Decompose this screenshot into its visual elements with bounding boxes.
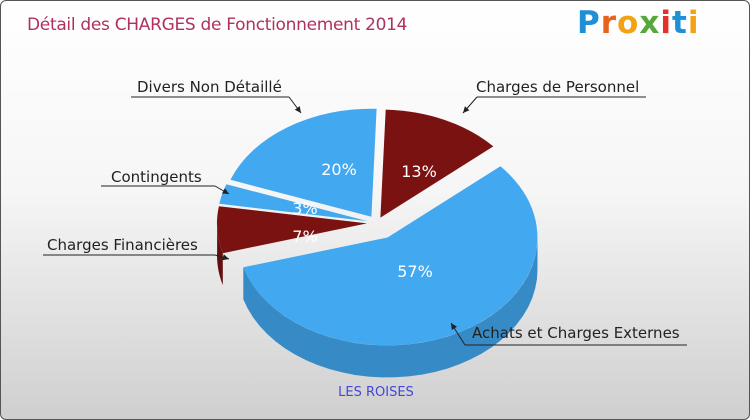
slice-label: Charges Financières: [47, 236, 198, 254]
slice-label: Contingents: [111, 168, 202, 186]
pie-value-label: 3%: [292, 199, 317, 218]
slice-label: Achats et Charges Externes: [472, 324, 680, 342]
pie-sides: [217, 219, 538, 378]
callout-2: Charges Financières: [43, 236, 230, 261]
pie-value-label: 57%: [397, 262, 433, 281]
callout-3: Contingents: [101, 168, 230, 195]
pie-slice-achats-et-charges-externes: [243, 166, 538, 346]
pie-value-label: 7%: [292, 227, 317, 246]
callout-1: Achats et Charges Externes: [450, 322, 687, 346]
pie-value-label: 13%: [401, 162, 437, 181]
pie-slice-charges-de-personnel: [380, 109, 494, 218]
pie-slice-divers-non-d-taill-: [230, 108, 377, 217]
slice-label: Divers Non Détaillé: [137, 78, 282, 96]
pie-slice-contingents: [219, 184, 368, 222]
callout-4: Divers Non Détaillé: [131, 78, 302, 114]
pie-tops: [216, 108, 538, 346]
pie-slice-charges-financi-res: [216, 206, 367, 254]
chart-title: Détail des CHARGES de Fonctionnement 201…: [27, 15, 408, 35]
pie-value-label: 20%: [321, 160, 357, 179]
category-label: LES ROISES: [338, 385, 414, 400]
proxiti-logo: Proxiti: [577, 5, 700, 41]
slice-label: Charges de Personnel: [476, 78, 639, 96]
pie-side-1: [243, 237, 538, 378]
callout-0: Charges de Personnel: [462, 78, 646, 114]
pie-side-2: [217, 219, 223, 286]
